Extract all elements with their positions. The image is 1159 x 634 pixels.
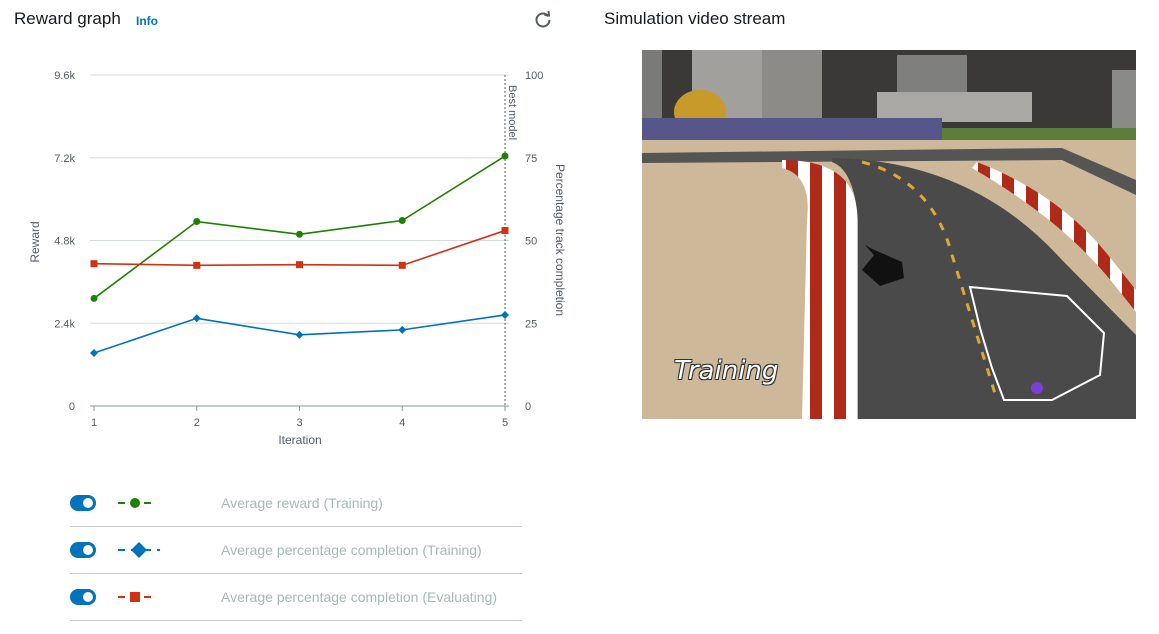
y2-tick-label: 75 xyxy=(525,153,537,165)
data-point xyxy=(398,217,406,225)
x-tick-label: 1 xyxy=(91,417,97,429)
data-point xyxy=(501,152,509,160)
data-point xyxy=(193,261,201,269)
y2-tick-label: 50 xyxy=(525,236,537,248)
data-point xyxy=(296,230,303,238)
legend-label: Average percentage completion (Training) xyxy=(221,542,482,558)
data-point xyxy=(398,325,407,334)
toggle-knob xyxy=(83,498,93,508)
legend-label: Average reward (Training) xyxy=(221,495,383,511)
data-point xyxy=(90,260,98,268)
legend-item-average-percentage-completion-evaluating: Average percentage completion (Evaluatin… xyxy=(70,574,522,621)
legend-label: Average percentage completion (Evaluatin… xyxy=(221,589,498,605)
toggle-knob xyxy=(83,545,93,555)
simulation-video-stream[interactable]: Training xyxy=(642,50,1136,419)
y2-tick-label: 0 xyxy=(525,401,531,413)
y-axis-label: Reward xyxy=(28,221,42,262)
y-tick-label: 0 xyxy=(69,401,75,413)
data-point xyxy=(295,330,304,339)
circle-marker-icon xyxy=(118,498,152,508)
diamond-marker-icon xyxy=(118,542,160,558)
y2-axis-label: Percentage track completion xyxy=(553,164,567,316)
x-tick-label: 5 xyxy=(502,417,508,429)
data-point xyxy=(296,261,303,269)
x-tick-label: 4 xyxy=(399,417,405,429)
toggle-knob xyxy=(83,592,93,602)
x-tick-label: 3 xyxy=(296,417,302,429)
chart-legend: Average reward (Training) Average percen… xyxy=(70,480,522,621)
simulation-video-title: Simulation video stream xyxy=(604,9,786,28)
data-point xyxy=(90,294,98,302)
y-tick-label: 2.4k xyxy=(54,318,75,330)
training-overlay-label: Training xyxy=(674,356,779,386)
data-point xyxy=(398,261,406,269)
refresh-button[interactable] xyxy=(532,9,554,31)
best-model-annotation: Best model xyxy=(506,85,518,140)
legend-item-average-reward-training: Average reward (Training) xyxy=(70,480,522,527)
legend-item-average-percentage-completion-training: Average percentage completion (Training) xyxy=(70,527,522,574)
y-tick-label: 7.2k xyxy=(54,153,75,165)
reward-graph-title: Reward graph xyxy=(14,9,121,28)
y-tick-label: 9.6k xyxy=(54,70,75,82)
data-point xyxy=(193,218,201,226)
x-axis-label: Iteration xyxy=(278,433,321,447)
y-tick-label: 4.8k xyxy=(54,236,75,248)
data-point xyxy=(192,314,201,323)
toggle-average-percentage-completion-training[interactable] xyxy=(70,542,96,558)
y2-tick-label: 100 xyxy=(525,70,543,82)
info-link[interactable]: Info xyxy=(136,14,158,28)
toggle-average-percentage-completion-evaluating[interactable] xyxy=(70,589,96,605)
square-marker-icon xyxy=(118,592,152,602)
refresh-icon xyxy=(535,10,551,28)
data-point xyxy=(501,310,509,319)
series-line-average-reward-training xyxy=(93,155,506,300)
x-tick-label: 2 xyxy=(194,417,200,429)
toggle-average-reward-training[interactable] xyxy=(70,495,96,511)
y2-tick-label: 25 xyxy=(525,318,537,330)
data-point xyxy=(90,349,98,358)
data-point xyxy=(501,227,509,235)
reward-chart: 0 0 2.4k 25 4.8k 50 7.2k 75 9.6k 100 1 2 3 4 5 Iterati… xyxy=(28,70,567,447)
simulation-scene-image xyxy=(642,50,1136,419)
